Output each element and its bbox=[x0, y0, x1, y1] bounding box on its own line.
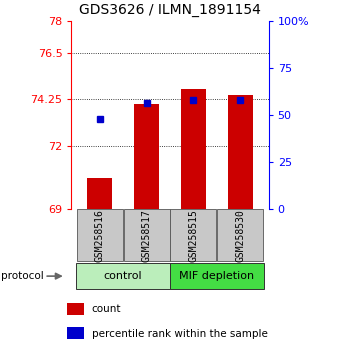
Bar bbox=[227, 95, 253, 209]
Bar bbox=[170, 209, 217, 261]
Bar bbox=[170, 263, 264, 289]
Text: MIF depletion: MIF depletion bbox=[180, 270, 255, 281]
Text: GSM258530: GSM258530 bbox=[235, 209, 245, 262]
Bar bbox=[123, 209, 170, 261]
Bar bbox=[67, 303, 84, 315]
Bar bbox=[67, 327, 84, 339]
Bar bbox=[87, 178, 113, 209]
Bar bbox=[181, 89, 206, 209]
Text: control: control bbox=[104, 270, 142, 281]
Bar bbox=[217, 209, 264, 261]
Text: count: count bbox=[92, 304, 121, 314]
Text: protocol: protocol bbox=[1, 270, 44, 281]
Text: GSM258515: GSM258515 bbox=[188, 209, 199, 262]
Text: GSM258516: GSM258516 bbox=[95, 209, 105, 262]
Bar bbox=[76, 263, 170, 289]
Title: GDS3626 / ILMN_1891154: GDS3626 / ILMN_1891154 bbox=[79, 4, 261, 17]
Text: percentile rank within the sample: percentile rank within the sample bbox=[92, 329, 268, 338]
Text: GSM258517: GSM258517 bbox=[141, 209, 152, 262]
Bar bbox=[76, 209, 123, 261]
Bar bbox=[134, 104, 159, 209]
